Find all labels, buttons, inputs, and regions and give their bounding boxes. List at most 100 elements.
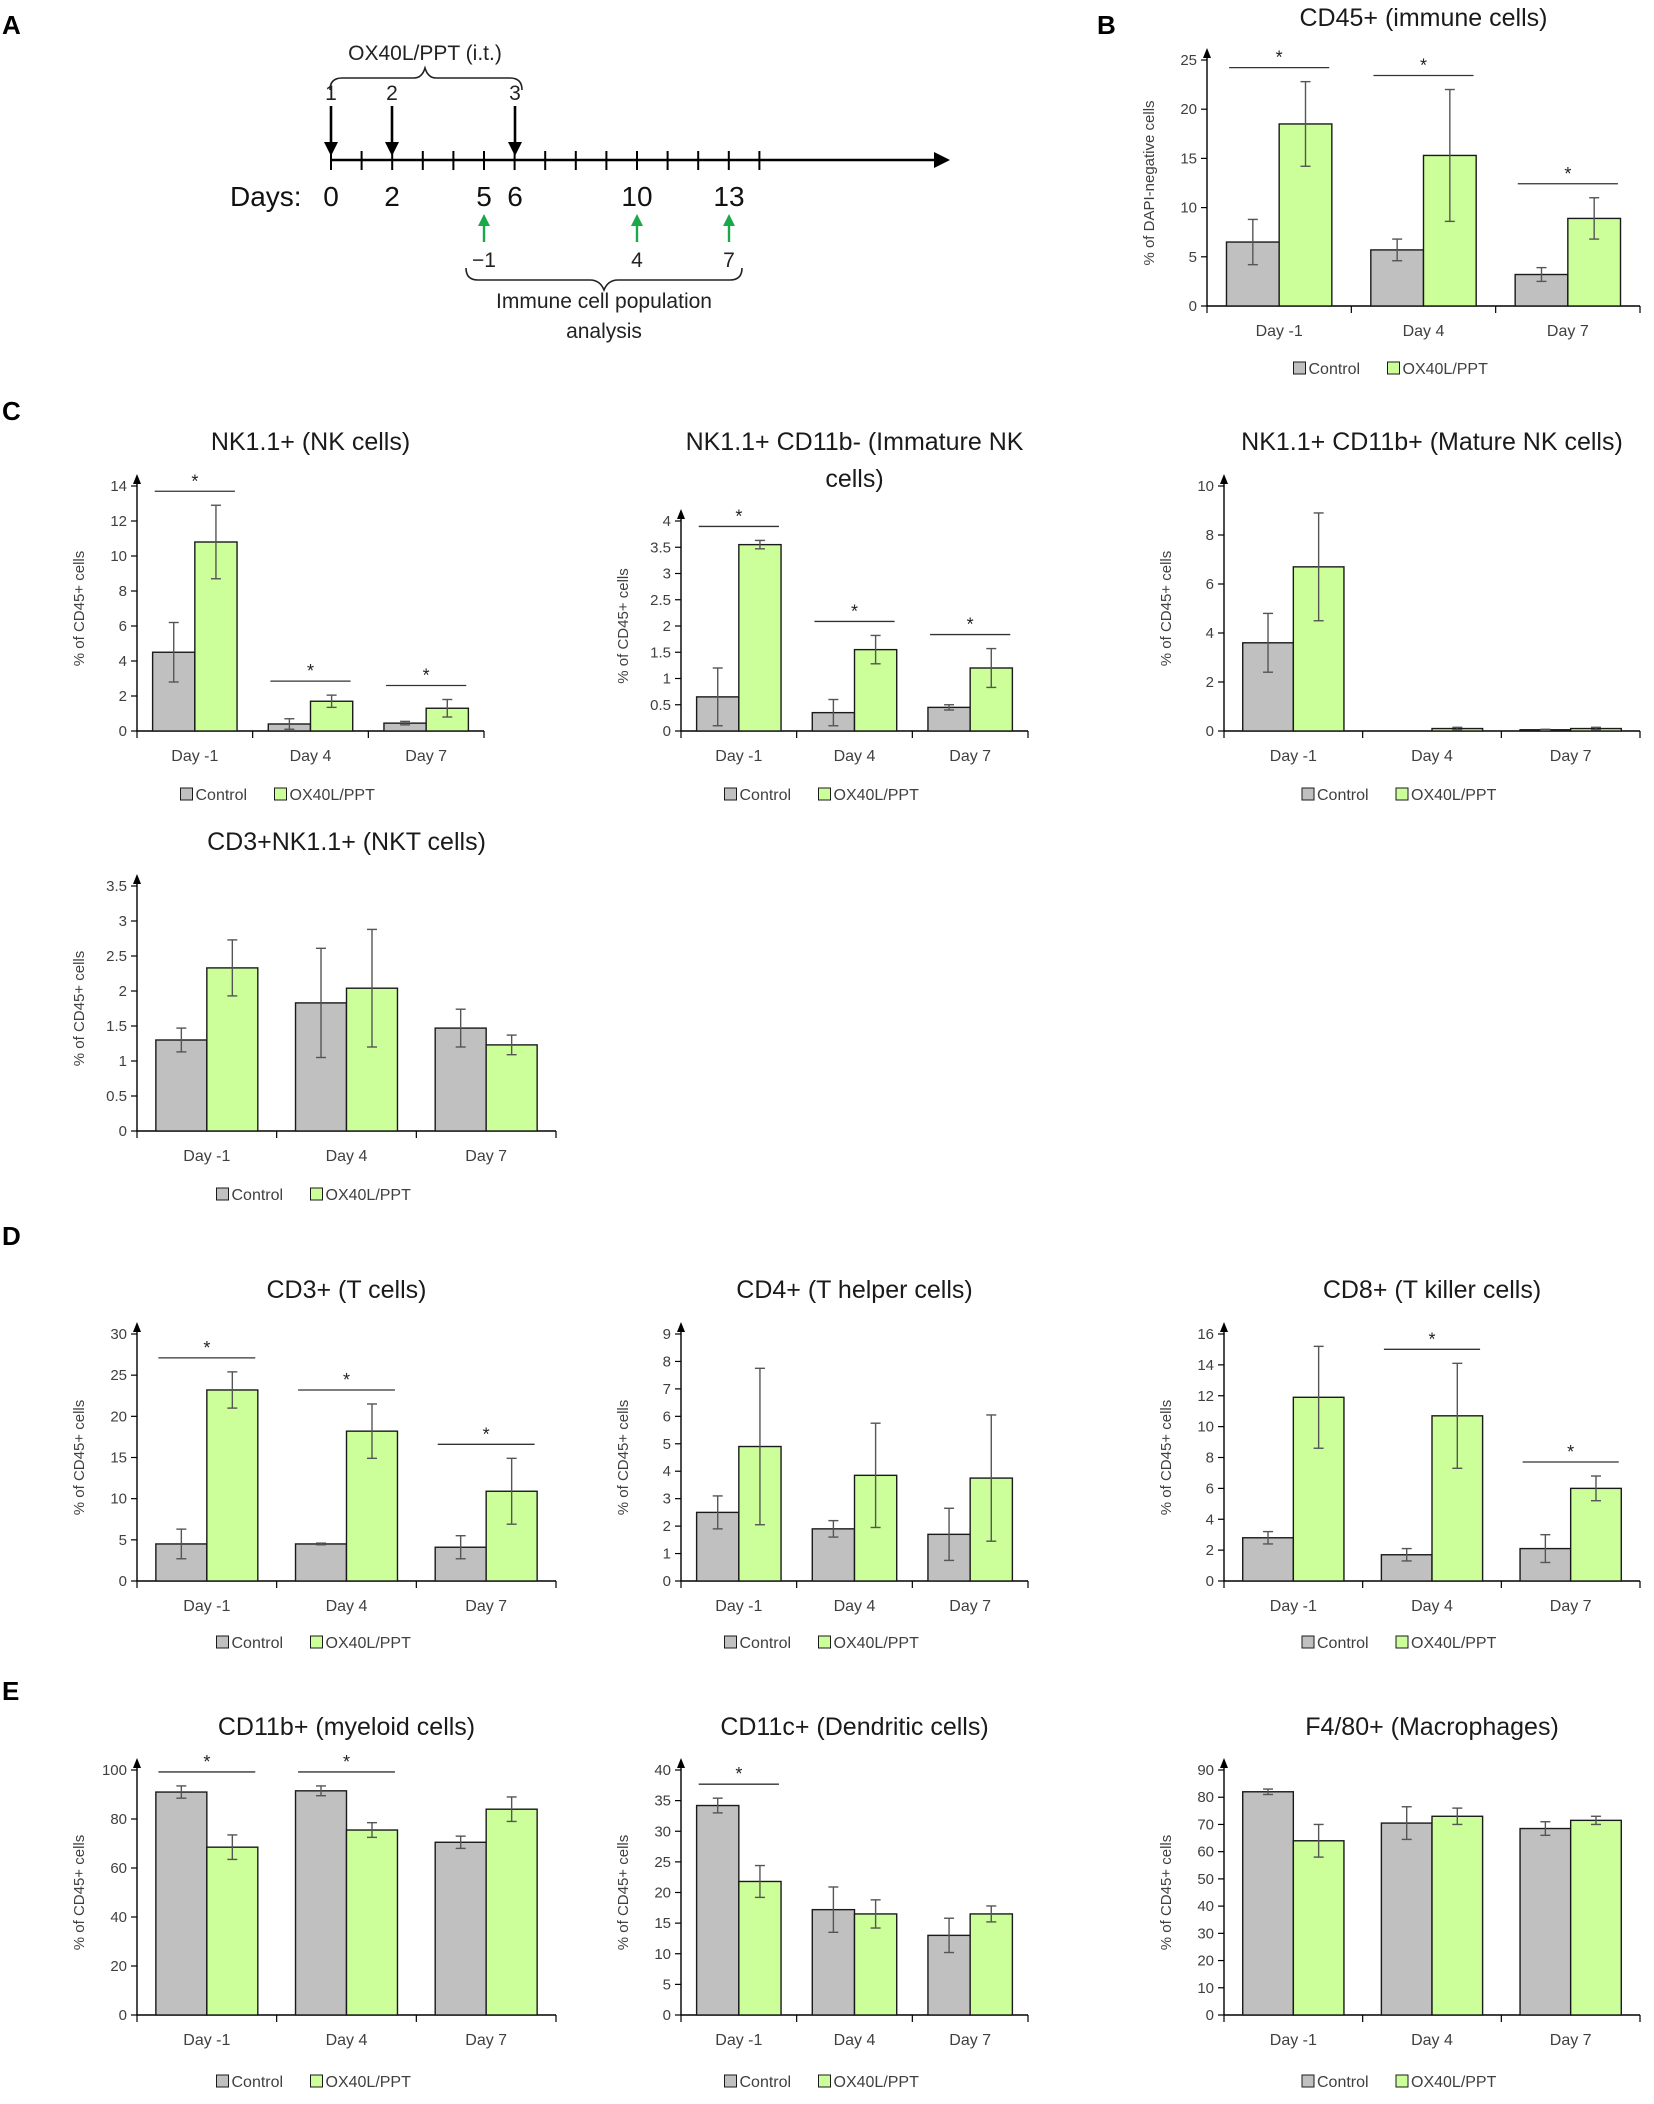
bar-ox40l (853, 1913, 898, 2016)
legend-swatch-control (724, 2074, 737, 2088)
y-tick-label: 10 (110, 548, 127, 565)
dose-number-1: 1 (325, 82, 337, 105)
error-bar (1313, 1345, 1324, 1449)
y-axis-arrow (677, 509, 685, 519)
analysis-day-minus1: −1 (472, 249, 496, 272)
bar-ox40l (206, 1846, 259, 2016)
legend-label-ox40l: OX40L/PPT (1411, 787, 1497, 804)
y-axis-title: % of CD45+ cells (1158, 551, 1175, 666)
x-category-label: Day -1 (183, 1598, 230, 1615)
significance-star: * (343, 1370, 350, 1390)
chart-title: CD45+ (immune cells) (1300, 4, 1548, 32)
chart-title: F4/80+ (Macrophages) (1305, 1713, 1559, 1741)
y-tick-label: 0.5 (106, 1088, 127, 1105)
x-category-label: Day 4 (1411, 748, 1453, 765)
significance-star: * (483, 1424, 490, 1444)
analysis-label-line1: Immune cell population (496, 290, 712, 313)
error-bar (316, 947, 327, 1059)
chart-legend: Control OX40L/PPT (216, 1187, 411, 1204)
analysis-day-7: 7 (723, 249, 735, 272)
legend-swatch-control (216, 1187, 229, 1201)
error-bar (1263, 1788, 1274, 1796)
y-tick-label: 10 (654, 1946, 671, 1963)
chart-legend: Control OX40L/PPT (180, 787, 375, 804)
day-tick-2: 2 (384, 181, 400, 212)
error-bar (1263, 612, 1274, 673)
chart-c1: NK1.1+ (NK cells) 0 2 4 6 8 10 12 14 % of CD45+ c… (71, 428, 485, 804)
legend-swatch-ox40l (1395, 1635, 1409, 1649)
y-tick-label: 15 (110, 1450, 127, 1467)
legend-swatch-ox40l (818, 787, 831, 801)
legend-swatch-control (724, 787, 737, 801)
y-tick-label: 25 (1180, 52, 1197, 69)
y-tick-label: 10 (1180, 200, 1197, 217)
x-category-label: Day 4 (834, 1598, 876, 1615)
legend-label-ox40l: OX40L/PPT (834, 1635, 920, 1652)
error-bar (1452, 1807, 1463, 1826)
x-category-label: Day 7 (1550, 1598, 1592, 1615)
error-bar (506, 1034, 517, 1056)
y-axis-arrow (1203, 48, 1211, 58)
panel-label-e: E (2, 1676, 19, 1706)
y-axis-title: % of CD45+ cells (1158, 1835, 1175, 1950)
y-tick-label: 4 (663, 1463, 671, 1480)
legend-label-ox40l: OX40L/PPT (326, 1635, 412, 1652)
error-bar (986, 1905, 997, 1923)
chart-legend: Control OX40L/PPT (216, 1635, 412, 1652)
bar-control (1242, 1791, 1295, 2016)
error-bar (1313, 1823, 1324, 1858)
bar-ox40l (1569, 1819, 1622, 2016)
legend-label-control: Control (1317, 1635, 1369, 1652)
error-bar (1452, 1362, 1463, 1470)
error-bar (1590, 726, 1601, 731)
y-tick-label: 6 (1206, 576, 1214, 593)
error-bar (1392, 238, 1403, 262)
analysis-arrow-2 (631, 214, 643, 242)
error-bar (754, 539, 765, 550)
bar-ox40l (206, 1389, 259, 1582)
error-bar (712, 667, 723, 727)
bar-ox40l (853, 648, 898, 732)
legend-label-control: Control (740, 1635, 792, 1652)
x-category-label: Day 7 (949, 1598, 991, 1615)
y-tick-label: 0.5 (650, 697, 671, 714)
error-bar (284, 718, 295, 730)
y-tick-label: 8 (119, 583, 127, 600)
legend-label-ox40l: OX40L/PPT (1411, 1635, 1497, 1652)
legend-swatch-control (1301, 2074, 1315, 2088)
dose-arrow-3 (508, 106, 522, 156)
error-bar (316, 1542, 327, 1546)
y-tick-label: 100 (102, 1762, 127, 1779)
x-category-label: Day 4 (1411, 2032, 1453, 2049)
y-tick-label: 5 (1189, 249, 1197, 266)
chart-e2: CD11c+ (Dendritic cells) 0 5 10 15 20 25 30 35 40… (615, 1713, 1029, 2091)
y-tick-label: 20 (1180, 101, 1197, 118)
day-tick-13: 13 (713, 181, 744, 212)
bar-control (294, 1543, 348, 1582)
y-axis-title: % of DAPI-negative cells (1141, 100, 1158, 265)
error-bar (754, 1367, 765, 1526)
bar-control (927, 706, 971, 732)
analysis-arrow-1 (478, 214, 490, 242)
error-bar (1401, 1806, 1412, 1841)
y-axis-title: % of CD45+ cells (1158, 1400, 1175, 1515)
y-tick-label: 4 (119, 653, 127, 670)
x-category-label: Day -1 (183, 1148, 230, 1165)
bar-control (695, 1804, 740, 2016)
y-tick-label: 0 (119, 723, 127, 740)
day-tick-10: 10 (621, 181, 652, 212)
y-axis-title: % of CD45+ cells (615, 1835, 632, 1950)
y-axis-title: % of CD45+ cells (615, 1400, 632, 1515)
legend-label-control: Control (1317, 2074, 1369, 2091)
error-bar (1590, 1815, 1601, 1826)
charts-container: CD45+ (immune cells) 0 5 10 15 20 25 % of DAPI-… (71, 4, 1641, 2091)
error-bar (870, 1422, 881, 1529)
error-bar (366, 1821, 377, 1839)
significance-star: * (1428, 1329, 1435, 1349)
y-tick-label: 1 (663, 671, 671, 688)
error-bar (1589, 197, 1600, 240)
y-tick-label: 2.5 (650, 592, 671, 609)
x-category-label: Day 7 (465, 1598, 507, 1615)
treatment-label: OX40L/PPT (i.t.) (348, 42, 502, 65)
